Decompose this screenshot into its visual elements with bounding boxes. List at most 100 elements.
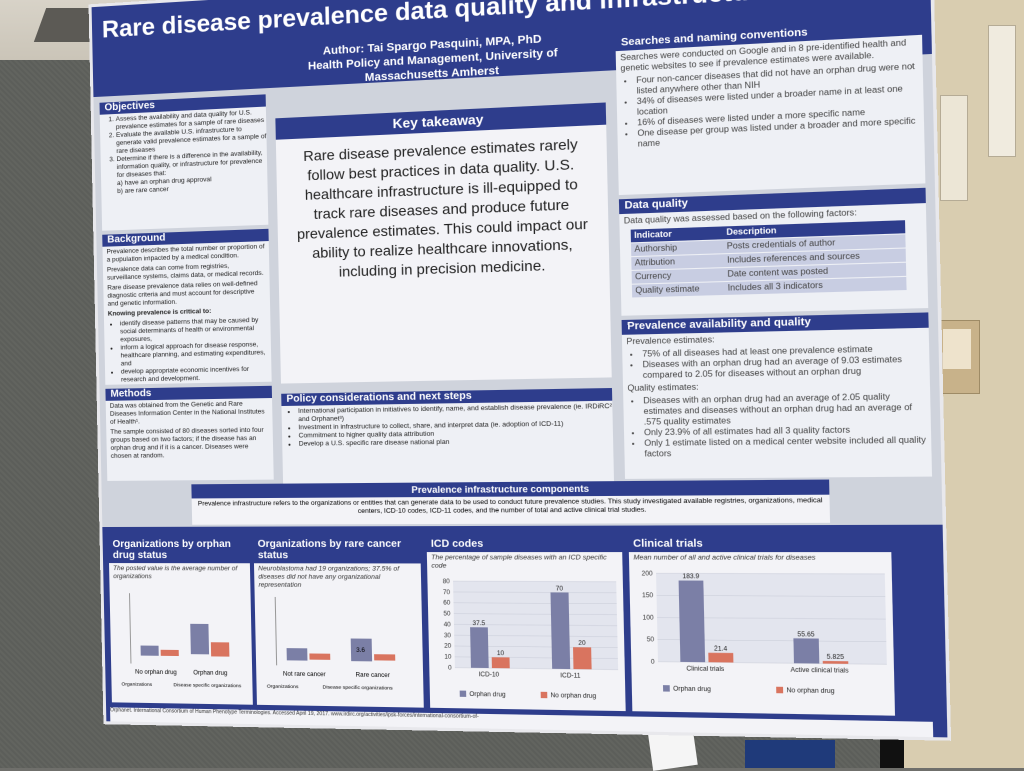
icd-bar-chart: 0 10 20 30 40 50 60 70 80 37.5 10 ICD-10 70 20 ICD-11 O… <box>443 579 625 700</box>
availability-panel: Prevalence availability and quality Prev… <box>621 312 933 479</box>
y-tick-label: 50 <box>443 611 451 617</box>
x-category-label: ICD-11 <box>560 673 581 680</box>
methods-heading: Methods <box>105 385 273 401</box>
legend-swatch <box>662 685 670 692</box>
y-tick-label: 80 <box>443 579 451 585</box>
background-bullet: inform a logical approach for disease re… <box>120 341 271 369</box>
x-category-label: Clinical trials <box>686 666 724 673</box>
table-cell: Quality estimate <box>631 281 725 298</box>
x-category-label: Active clinical trials <box>790 667 848 674</box>
icd-chart-title: ICD codes <box>426 536 623 553</box>
policy-panel: Policy considerations and next steps Int… <box>281 387 615 486</box>
box-value-label: 3.6 <box>356 648 366 654</box>
legend-swatch <box>459 690 467 697</box>
plot-area <box>453 581 619 670</box>
bar-value-label: 70 <box>556 586 564 592</box>
trials-chart-subtitle: Mean number of all and active clinical t… <box>633 554 816 562</box>
bar <box>470 627 489 669</box>
bar-value-label: 10 <box>497 651 505 657</box>
bar-value-label: 37.5 <box>473 621 486 627</box>
y-tick-label: 100 <box>642 615 654 621</box>
poster-author: Author: Tai Spargo Pasquini, MPA, PhD He… <box>274 29 594 90</box>
methods-paragraph: Data was obtained from the Genetic and R… <box>109 400 265 426</box>
box-disease-specific <box>309 653 331 660</box>
group-label: No orphan drug <box>135 670 177 677</box>
group-label: Rare cancer <box>356 672 390 679</box>
box-organizations <box>286 648 308 661</box>
icd-chart-subtitle: The percentage of sample diseases with a… <box>431 554 607 570</box>
bar <box>491 657 510 669</box>
y-tick-label: 40 <box>444 622 452 628</box>
quality-list: Diseases with an orphan drug had an aver… <box>637 391 932 460</box>
policy-list: International participation in initiativ… <box>292 403 613 449</box>
orgs-cancer-boxplot: 3.6 Not rare cancer Rare cancer Organiza… <box>267 592 396 692</box>
box-disease-specific <box>210 642 230 657</box>
y-tick-label: 200 <box>642 571 654 577</box>
y-tick-label: 0 <box>651 659 656 665</box>
legend-label: Orphan drug <box>469 692 505 699</box>
y-tick-label: 60 <box>443 601 451 607</box>
methods-panel: Methods Data was obtained from the Genet… <box>105 385 274 481</box>
infrastructure-text: Prevalence infrastructure refers to the … <box>197 496 823 515</box>
orgs-cancer-panel: Organizations by rare cancer status Neur… <box>253 536 424 708</box>
orgs-orphan-heading: Organizations by orphan drug status <box>108 536 250 564</box>
y-tick-label: 70 <box>443 590 451 596</box>
axis-line <box>275 597 276 665</box>
objectives-list: Assess the availability and data quality… <box>110 109 268 197</box>
background-paragraph: Rare disease prevalence data relies on w… <box>107 280 258 308</box>
group-label: Not rare cancer <box>283 672 326 679</box>
bar <box>822 660 849 664</box>
legend-label: Disease specific organizations <box>322 684 393 691</box>
bar-value-label: 183.9 <box>682 574 700 580</box>
legend-label: Organizations <box>121 681 152 688</box>
legend-swatch <box>540 691 548 699</box>
orgs-cancer-note: Neuroblastoma had 19 organizations; 37.5… <box>258 565 400 589</box>
legend-label: Disease specific organizations <box>173 682 242 689</box>
background-bullet: identify disease patterns that may be ca… <box>120 316 271 344</box>
y-tick-label: 30 <box>444 633 452 639</box>
legend-label: Orphan drug <box>673 686 711 693</box>
background-bullet: develop appropriate economic incentives … <box>121 365 272 384</box>
orgs-orphan-boxplot: No orphan drug Orphan drug Organizations… <box>121 583 242 689</box>
searches-list: Four non-cancer diseases that did not ha… <box>630 61 925 150</box>
bar-value-label: 20 <box>578 641 586 647</box>
x-category-label: ICD-10 <box>479 672 500 679</box>
y-tick-label: 20 <box>444 644 452 650</box>
bar <box>550 592 571 670</box>
availability-list: 75% of all diseases had at least one pre… <box>636 343 930 381</box>
blue-sign <box>745 740 835 768</box>
y-tick-label: 50 <box>647 637 655 643</box>
bar-value-label: 21.4 <box>714 646 728 653</box>
data-quality-table: Indicator Description Authorship Posts cr… <box>630 220 907 298</box>
infrastructure-panel: Prevalence infrastructure components Pre… <box>191 479 831 525</box>
bar-value-label: 5.825 <box>827 654 845 661</box>
key-takeaway-panel: Key takeaway Rare disease prevalence est… <box>275 102 612 384</box>
bar <box>573 647 592 670</box>
clinical-trials-panel: Clinical trials Mean number of all and a… <box>628 535 896 716</box>
availability-item: Diseases with an orphan drug had an aver… <box>642 354 929 381</box>
orgs-orphan-panel: Organizations by orphan drug status The … <box>108 536 253 705</box>
icd-codes-panel: ICD codes The percentage of sample disea… <box>426 536 626 712</box>
objective-item: Determine if there is a difference in th… <box>116 149 267 196</box>
methods-paragraph: The sample consisted of 80 diseases sort… <box>110 426 264 460</box>
thermostat-display <box>943 329 971 369</box>
bar <box>793 638 820 664</box>
plot-area <box>656 573 887 665</box>
legend-label: No orphan drug <box>786 688 834 695</box>
box-disease-specific <box>160 649 179 657</box>
searches-panel: Searches and naming conventions Searches… <box>615 19 926 196</box>
background-paragraph: Prevalence data can come from registries… <box>106 262 264 282</box>
legend-label: No orphan drug <box>550 693 596 700</box>
y-tick-label: 0 <box>448 665 452 671</box>
background-panel: Background Prevalence describes the tota… <box>102 228 272 385</box>
box-organizations <box>350 638 373 662</box>
group-label: Orphan drug <box>193 670 227 677</box>
light-switch <box>988 25 1016 157</box>
bar <box>708 652 734 663</box>
quality-item: Only 1 estimate listed on a medical cent… <box>644 435 931 460</box>
quality-item: Diseases with an orphan drug had an aver… <box>643 391 931 428</box>
bar <box>678 580 706 663</box>
objectives-panel: Objectives Assess the availability and d… <box>99 94 269 231</box>
trials-bar-chart: 0 50 100 150 200 183.9 21.4 Clinical trials 55.6… <box>642 571 895 695</box>
y-tick-label: 150 <box>642 593 654 599</box>
